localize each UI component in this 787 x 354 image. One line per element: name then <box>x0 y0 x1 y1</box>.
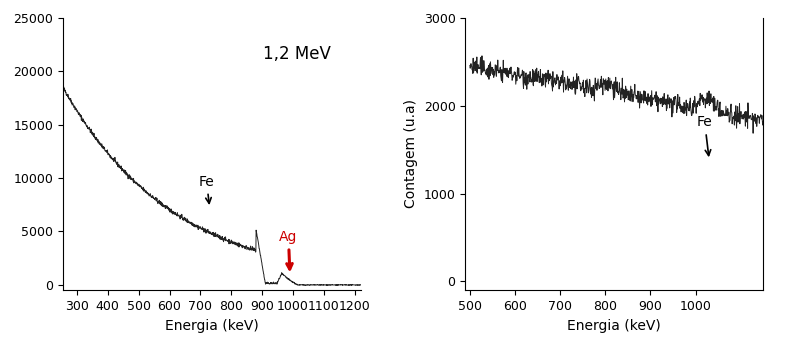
Text: Fe: Fe <box>696 115 712 155</box>
Text: 1,2 MeV: 1,2 MeV <box>263 45 331 63</box>
X-axis label: Energia (keV): Energia (keV) <box>165 319 259 332</box>
X-axis label: Energia (keV): Energia (keV) <box>567 319 661 332</box>
Text: Ag: Ag <box>279 230 297 269</box>
Y-axis label: Contagem (u.a): Contagem (u.a) <box>405 99 418 209</box>
Text: Fe: Fe <box>198 175 215 203</box>
